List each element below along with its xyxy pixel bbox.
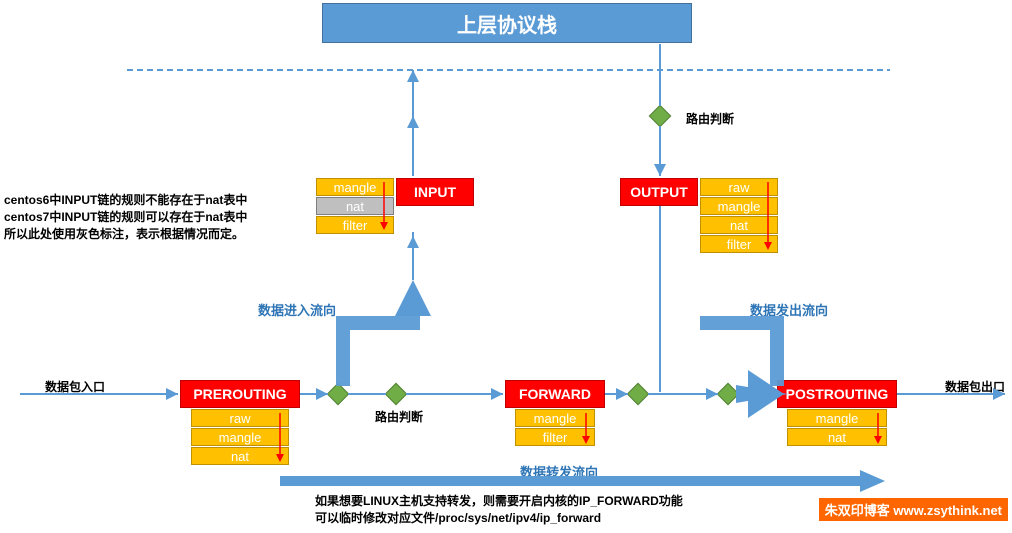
forward-note-line1: 如果想要LINUX主机支持转发，则需要开启内核的IP_FORWARD功能 <box>315 493 683 510</box>
route-label-bottom: 路由判断 <box>375 408 423 425</box>
centos-note: centos6中INPUT链的规则不能存在于nat表中 centos7中INPU… <box>4 192 316 242</box>
table-pre-mangle: mangle <box>191 428 289 446</box>
chain-prerouting-label: PREROUTING <box>193 386 286 402</box>
table-fwd-mangle: mangle <box>515 409 595 427</box>
table-label: nat <box>828 431 846 444</box>
centos-note-line1: centos6中INPUT链的规则不能存在于nat表中 <box>4 192 316 209</box>
table-input-mangle: mangle <box>316 178 394 196</box>
chain-forward-label: FORWARD <box>519 386 591 402</box>
diamond-mid-right <box>717 383 740 406</box>
table-label: mangle <box>334 181 377 194</box>
centos-note-line3: 所以此处使用灰色标注，表示根据情况而定。 <box>4 226 316 243</box>
route-label-top: 路由判断 <box>686 110 734 127</box>
blog-badge: 朱双印博客 www.zsythink.net <box>819 498 1008 521</box>
forward-note: 如果想要LINUX主机支持转发，则需要开启内核的IP_FORWARD功能 可以临… <box>315 493 683 527</box>
table-label: filter <box>343 219 368 232</box>
table-pre-raw: raw <box>191 409 289 427</box>
flow-forward-label: 数据转发流向 <box>520 462 598 481</box>
chain-forward: FORWARD <box>505 380 605 408</box>
table-output-mangle: mangle <box>700 197 778 215</box>
table-output-nat: nat <box>700 216 778 234</box>
arrows-overlay <box>0 0 1012 533</box>
table-label: filter <box>543 431 568 444</box>
forward-note-line2: 可以临时修改对应文件/proc/sys/net/ipv4/ip_forward <box>315 510 683 527</box>
table-label: filter <box>727 238 752 251</box>
packet-in-label: 数据包入口 <box>45 378 105 395</box>
table-output-raw: raw <box>700 178 778 196</box>
chain-input-label: INPUT <box>414 184 456 200</box>
flow-in-label: 数据进入流向 <box>258 300 336 319</box>
table-post-mangle: mangle <box>787 409 887 427</box>
table-label: raw <box>230 412 251 425</box>
table-input-nat: nat <box>316 197 394 215</box>
table-label: mangle <box>718 200 761 213</box>
chain-output-label: OUTPUT <box>630 184 688 200</box>
chain-input: INPUT <box>396 178 474 206</box>
header-protocol-stack: 上层协议栈 <box>322 3 692 43</box>
flow-out-label: 数据发出流向 <box>750 300 828 319</box>
chain-prerouting: PREROUTING <box>180 380 300 408</box>
table-pre-nat: nat <box>191 447 289 465</box>
chain-output: OUTPUT <box>620 178 698 206</box>
table-label: mangle <box>816 412 859 425</box>
table-post-nat: nat <box>787 428 887 446</box>
table-label: nat <box>231 450 249 463</box>
chain-postrouting: POSTROUTING <box>777 380 897 408</box>
table-label: mangle <box>219 431 262 444</box>
table-label: nat <box>730 219 748 232</box>
diamond-mid-left <box>327 383 350 406</box>
centos-note-line2: centos7中INPUT链的规则可以存在于nat表中 <box>4 209 316 226</box>
table-fwd-filter: filter <box>515 428 595 446</box>
header-title: 上层协议栈 <box>457 9 557 38</box>
table-label: nat <box>346 200 364 213</box>
diamond-mid-center <box>627 383 650 406</box>
chain-postrouting-label: POSTROUTING <box>786 386 889 402</box>
table-input-filter: filter <box>316 216 394 234</box>
table-label: raw <box>729 181 750 194</box>
route-diamond-top <box>649 105 672 128</box>
table-output-filter: filter <box>700 235 778 253</box>
table-label: mangle <box>534 412 577 425</box>
route-diamond-bottom <box>385 383 408 406</box>
packet-out-label: 数据包出口 <box>945 378 1005 395</box>
